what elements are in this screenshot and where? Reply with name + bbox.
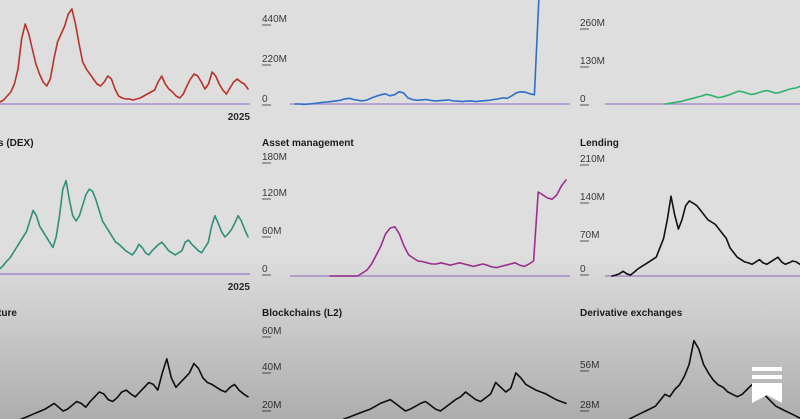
chart-panel-6: Lending 0 70M 140M 210M: [580, 138, 800, 277]
y-tick-label: 40M: [262, 362, 281, 373]
y-tick-label: 180M: [262, 152, 287, 163]
series-line: [611, 195, 800, 277]
y-tick-label: 60M: [262, 326, 281, 337]
y-tick-label: 28M: [580, 400, 599, 411]
chart-panel-1: 2025: [0, 8, 251, 123]
y-tick-label: 0: [262, 264, 268, 275]
logo-icon: [752, 367, 782, 403]
y-tick-label: 120M: [262, 188, 287, 199]
panel-title: Asset management: [262, 138, 354, 149]
chart-panel-5: Asset management 0 60M 120M 180M: [262, 138, 570, 277]
y-tick-label: 0: [262, 94, 268, 105]
y-tick-label: 220M: [262, 54, 287, 65]
chart-panel-7: ture: [0, 308, 249, 419]
chart-panel-2: 0 220M 440M: [262, 0, 570, 106]
panel-title: s (DEX): [0, 138, 34, 149]
y-tick-label: 56M: [580, 360, 599, 371]
series-line: [329, 179, 567, 277]
series-line: [294, 0, 540, 106]
chart-panel-4: s (DEX) 2025: [0, 138, 250, 293]
y-tick-label: 140M: [580, 192, 605, 203]
y-tick-label: 210M: [580, 154, 605, 165]
chart-panel-9: Derivative exchanges 28M 56M: [580, 308, 800, 419]
y-tick-label: 0: [580, 94, 586, 105]
y-tick-label: 440M: [262, 14, 287, 25]
panel-title: Blockchains (L2): [262, 308, 342, 319]
series-line: [0, 179, 249, 270]
y-tick-label: 20M: [262, 400, 281, 411]
y-tick-label: 0: [580, 264, 586, 275]
panel-title: Derivative exchanges: [580, 308, 683, 319]
series-line: [627, 339, 800, 419]
y-tick-label: 260M: [580, 18, 605, 29]
x-end-label: 2025: [228, 282, 251, 293]
chart-panel-3: 0 130M 260M: [580, 18, 800, 106]
x-end-label: 2025: [228, 112, 251, 123]
panel-title: ture: [0, 308, 17, 319]
y-tick-label: 130M: [580, 56, 605, 67]
y-tick-label: 70M: [580, 230, 599, 241]
y-tick-label: 60M: [262, 226, 281, 237]
series-line: [0, 8, 249, 103]
chart-panel-8: Blockchains (L2) 20M 40M 60M: [262, 308, 567, 419]
series-line: [664, 85, 800, 105]
series-line: [19, 357, 249, 419]
series-line: [341, 372, 567, 419]
panel-title: Lending: [580, 138, 619, 149]
